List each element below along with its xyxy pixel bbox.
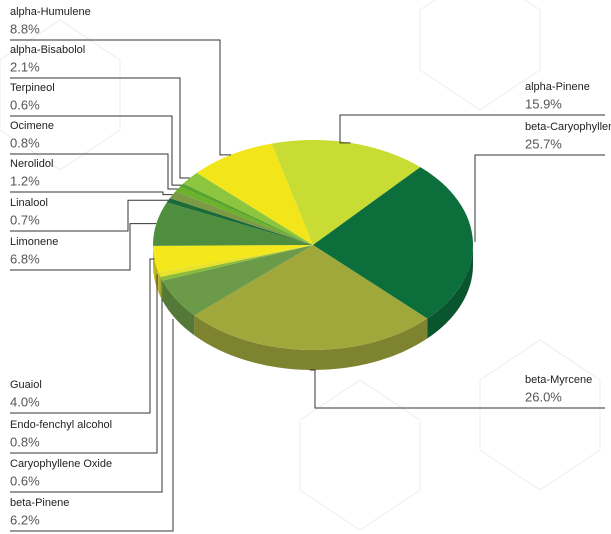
slice-side <box>158 271 161 297</box>
slice-value-label: 4.0% <box>10 394 40 409</box>
leader-line <box>10 153 178 190</box>
slice <box>183 172 313 245</box>
leader-line <box>10 319 174 532</box>
slice <box>158 245 313 277</box>
leader-line <box>339 114 605 144</box>
slice <box>153 245 313 272</box>
slice <box>194 245 428 351</box>
slice-value-label: 0.8% <box>10 135 40 150</box>
slice-value-label: 15.9% <box>525 96 562 111</box>
slice <box>179 183 313 245</box>
slice-value-label: 6.2% <box>10 512 40 527</box>
slice-value-label: 2.1% <box>10 59 40 74</box>
leader-line <box>10 223 157 271</box>
slice <box>271 140 421 245</box>
slice-value-label: 6.8% <box>10 251 40 266</box>
slice <box>175 186 313 245</box>
leader-line <box>10 39 232 156</box>
slice <box>313 167 474 319</box>
leader-line <box>10 298 163 493</box>
slice-name: Nerolidol <box>10 158 53 170</box>
slice-value-label: 0.8% <box>10 434 40 449</box>
slice-name: beta-Caryophyllene <box>525 121 611 133</box>
leader-line <box>10 77 190 179</box>
slice-value-label: 8.8% <box>10 21 40 36</box>
leader-line <box>10 115 182 186</box>
slice-name: alpha-Bisabolol <box>10 44 85 56</box>
slice-side <box>162 280 195 336</box>
slice-name: Endo-fenchyl alcohol <box>10 419 112 431</box>
slice <box>153 202 313 246</box>
slice-name: Terpineol <box>10 82 55 94</box>
slice-value-label: 25.7% <box>525 136 562 151</box>
slice-value-label: 0.6% <box>10 97 40 112</box>
slice-name: beta-Myrcene <box>525 374 592 386</box>
leader-line <box>10 191 173 196</box>
slice-name: alpha-Humulene <box>10 6 91 18</box>
slice <box>196 143 313 245</box>
slice-value-label: 0.7% <box>10 212 40 227</box>
slice-name: Linalool <box>10 197 48 209</box>
background-pattern <box>0 0 601 531</box>
slice <box>162 245 313 316</box>
leader-line <box>474 154 605 242</box>
slice-value-label: 1.2% <box>10 173 40 188</box>
slice-name: Guaiol <box>10 379 42 391</box>
slice-name: beta-Pinene <box>10 497 69 509</box>
slice <box>166 198 313 245</box>
leader-line <box>309 369 605 409</box>
slice-name: Ocimene <box>10 120 54 132</box>
leader-line <box>10 199 169 232</box>
slice-name: Limonene <box>10 236 58 248</box>
slice <box>169 191 313 245</box>
slice-value-label: 26.0% <box>525 389 562 404</box>
slice-side <box>160 276 163 301</box>
slice-side <box>427 245 473 339</box>
slice <box>160 245 313 281</box>
slice-name: alpha-Pinene <box>525 81 590 93</box>
slice-name: Caryophyllene Oxide <box>10 458 112 470</box>
slice-side <box>194 315 428 370</box>
slice-value-label: 0.6% <box>10 473 40 488</box>
leader-line <box>10 258 155 414</box>
leader-line <box>10 274 158 454</box>
